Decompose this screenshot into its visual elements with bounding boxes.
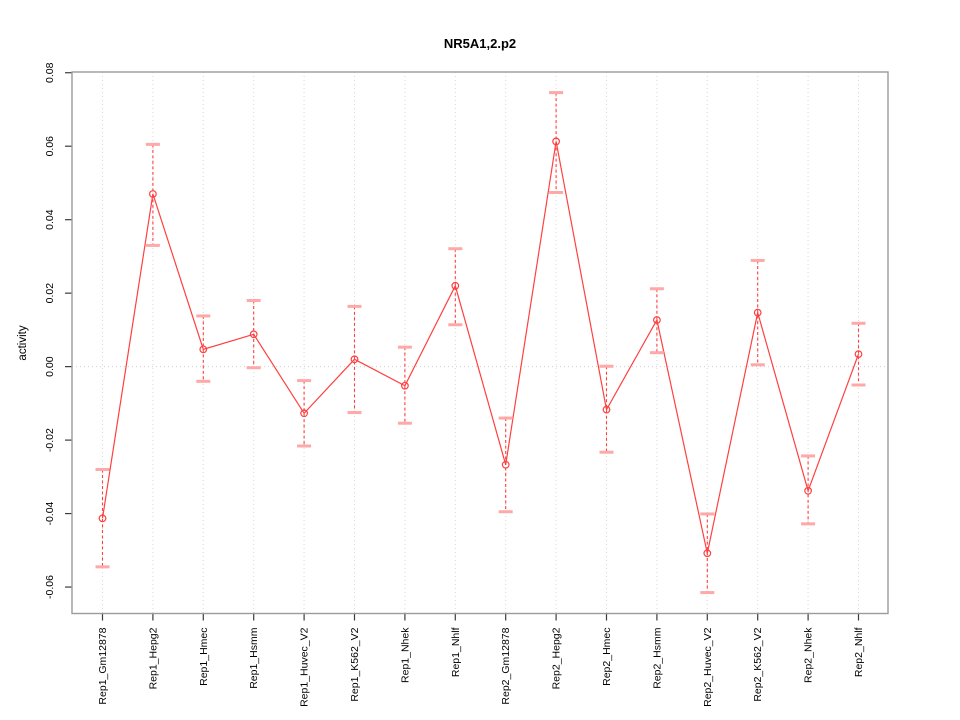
data-point-marker xyxy=(401,381,409,390)
data-point-marker xyxy=(703,549,712,558)
x-tick-label: Rep2_Nhek xyxy=(803,627,815,683)
data-point-marker xyxy=(451,281,460,290)
x-tick-label: Rep1_Hepg2 xyxy=(147,627,159,689)
x-tick-label: Rep1_Huvec_V2 xyxy=(299,627,311,707)
y-tick-label: 0.00 xyxy=(44,356,56,377)
y-tick-label: -0.02 xyxy=(44,428,56,452)
data-point-marker xyxy=(501,460,510,469)
data-point-marker xyxy=(350,355,359,364)
x-tick-label: Rep2_Hepg2 xyxy=(551,627,563,689)
y-axis-label: activity xyxy=(17,325,29,360)
data-point-marker xyxy=(199,345,208,354)
data-point-marker xyxy=(148,190,157,198)
data-point-marker xyxy=(300,409,309,418)
axis-layer: -0.06 -0.04 -0.02 0.00 0.02 0.04 0.06 0.08 Rep1_… xyxy=(44,62,865,707)
y-tick-label: 0.04 xyxy=(44,209,56,230)
x-tick-label: Rep2_Hmec xyxy=(601,628,613,686)
y-tick-label: -0.06 xyxy=(44,575,56,599)
chart-title: NR5A1,2.p2 xyxy=(444,36,516,51)
y-tick-label: 0.06 xyxy=(44,136,56,157)
x-tick-label: Rep1_K562_V2 xyxy=(349,627,361,701)
data-point-marker xyxy=(804,486,812,495)
x-tick-label: Rep2_K562_V2 xyxy=(752,627,764,701)
x-tick-label: Rep2_Gm12878 xyxy=(500,627,512,704)
y-tick-label: -0.04 xyxy=(44,501,56,525)
data-point-marker xyxy=(653,316,661,324)
grid-layer xyxy=(72,72,888,614)
data-point-marker xyxy=(249,330,258,339)
x-tick-label: Rep2_Hsmm xyxy=(651,627,663,689)
y-tick-label: 0.02 xyxy=(44,283,56,304)
data-point-marker xyxy=(98,514,107,523)
data-point-marker xyxy=(753,308,762,317)
x-tick-label: Rep1_Hmec xyxy=(198,628,210,686)
x-tick-label: Rep2_Huvec_V2 xyxy=(702,627,714,707)
x-tick-label: Rep2_Nhlf xyxy=(853,627,865,677)
series-line xyxy=(101,141,860,554)
data-point-marker xyxy=(552,137,560,146)
plot-box xyxy=(71,71,889,615)
x-tick-label: Rep1_Nhlf xyxy=(450,627,462,677)
x-tick-label: Rep1_Gm12878 xyxy=(97,627,109,704)
data-point-marker xyxy=(854,350,863,359)
x-tick-label: Rep1_Hsmm xyxy=(248,627,260,689)
series-layer xyxy=(95,91,866,595)
data-point-marker xyxy=(602,405,611,414)
x-tick-label: Rep1_Nhek xyxy=(399,627,411,683)
y-tick-label: 0.08 xyxy=(44,62,56,83)
